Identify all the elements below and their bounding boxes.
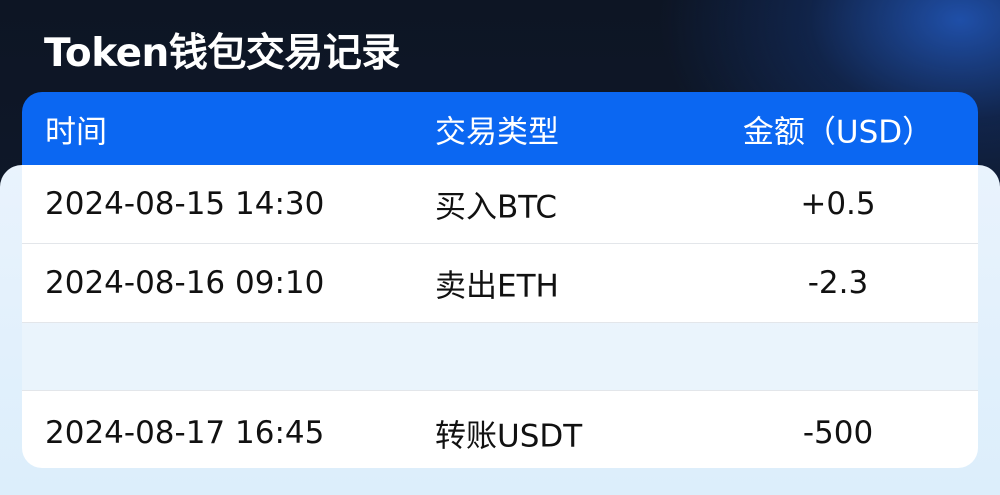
header-amount: 金额（USD） xyxy=(742,114,934,150)
cell-type: 转账USDT xyxy=(435,418,583,455)
cell-time: 2024-08-15 14:30 xyxy=(45,186,325,222)
table-row[interactable]: 2024-08-17 16:45 转账USDT -500 xyxy=(22,391,978,468)
cell-time: 2024-08-17 16:45 xyxy=(45,415,325,451)
cell-type: 卖出ETH xyxy=(435,268,559,305)
cell-amount: -2.3 xyxy=(807,265,869,301)
header-type: 交易类型 xyxy=(435,114,559,150)
table-row[interactable]: 2024-08-15 14:30 买入BTC +0.5 xyxy=(22,165,978,244)
table-row-empty xyxy=(22,323,978,391)
cell-time: 2024-08-16 09:10 xyxy=(45,265,325,301)
header-time: 时间 xyxy=(45,114,107,150)
page-title: Token钱包交易记录 xyxy=(44,31,400,76)
cell-amount: +0.5 xyxy=(800,186,876,222)
table-row[interactable]: 2024-08-16 09:10 卖出ETH -2.3 xyxy=(22,244,978,323)
cell-type: 买入BTC xyxy=(435,189,558,226)
transaction-table: 时间 交易类型 金额（USD） 2024-08-15 14:30 买入BTC +… xyxy=(22,92,978,468)
table-header: 时间 交易类型 金额（USD） xyxy=(22,92,978,165)
cell-amount: -500 xyxy=(802,415,874,451)
